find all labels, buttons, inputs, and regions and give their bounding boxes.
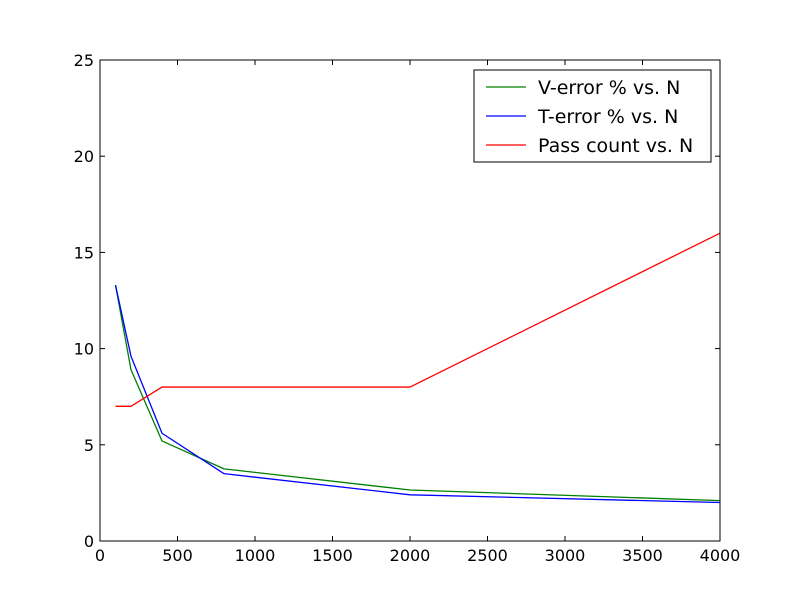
legend: V-error % vs. N T-error % vs. N Pass count… xyxy=(473,69,712,163)
x-tick-label: 500 xyxy=(162,546,193,565)
y-tick-label: 20 xyxy=(74,147,94,166)
y-tick-label: 15 xyxy=(74,243,94,262)
legend-label-1: V-error % vs. N xyxy=(538,77,680,99)
x-tick-label: 1000 xyxy=(235,546,276,565)
x-tick-label: 2500 xyxy=(467,546,508,565)
y-tick-label: 0 xyxy=(84,532,94,551)
x-tick-label: 3500 xyxy=(622,546,663,565)
y-tick-label: 10 xyxy=(74,340,94,359)
x-tick-label: 1500 xyxy=(312,546,353,565)
series-line-1 xyxy=(114,284,721,502)
x-tick-label: 0 xyxy=(95,546,105,565)
x-axis: 0 500 1000 1500 2000 2500 3000 3500 4000 xyxy=(95,60,740,565)
x-tick-label: 3000 xyxy=(545,546,586,565)
y-axis: 0 5 10 15 20 25 xyxy=(74,51,720,551)
x-tick-label: 4000 xyxy=(700,546,741,565)
series-line-2 xyxy=(114,284,721,504)
x-tick-label: 2000 xyxy=(390,546,431,565)
legend-label-2: T-error % vs. N xyxy=(537,106,678,128)
y-tick-label: 25 xyxy=(74,51,94,70)
legend-label-3: Pass count vs. N xyxy=(538,135,693,157)
series-line-3 xyxy=(115,232,721,407)
series-layer xyxy=(114,232,721,504)
plot-area: 0 500 1000 1500 2000 2500 3000 3500 4000 0 5 10 15 2… xyxy=(74,51,741,565)
y-tick-label: 5 xyxy=(84,436,94,455)
